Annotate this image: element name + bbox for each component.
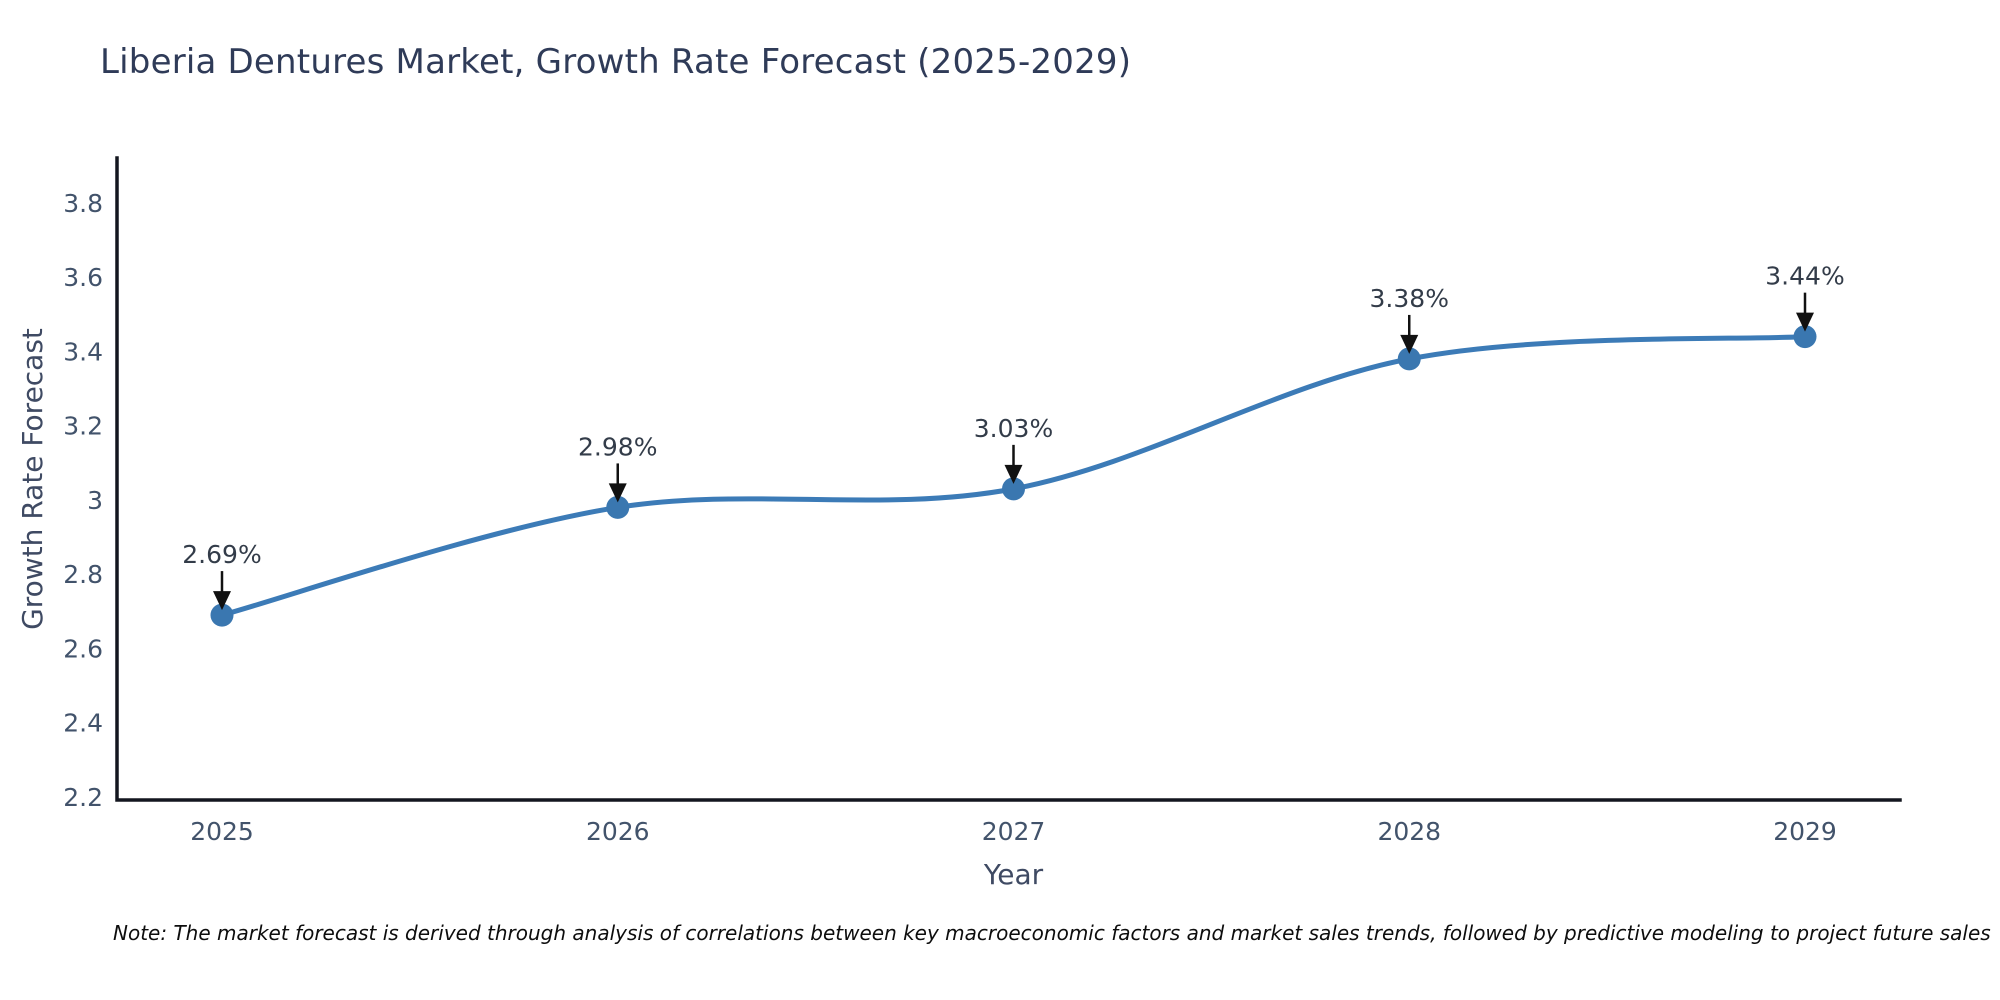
data-point-label: 3.44%	[1765, 262, 1844, 291]
y-tick-label: 3.4	[63, 337, 103, 366]
annotation-arrowhead-icon	[1004, 464, 1023, 484]
x-axis-title: Year	[983, 858, 1044, 891]
y-tick-label: 3.8	[63, 189, 103, 218]
x-tick-label: 2025	[190, 817, 254, 846]
y-tick-label: 3.2	[63, 412, 103, 441]
annotation-arrowhead-icon	[1796, 312, 1814, 332]
footnote: Note: The market forecast is derived thr…	[113, 921, 1991, 945]
data-point-label: 2.69%	[182, 540, 261, 569]
data-point-label: 2.98%	[578, 432, 657, 461]
y-axis-title: Growth Rate Forecast	[16, 328, 49, 630]
data-point-marker[interactable]	[606, 495, 630, 519]
y-tick-label: 2.2	[63, 783, 103, 812]
annotation-arrowhead-icon	[213, 591, 231, 611]
axis-lines	[115, 156, 1902, 802]
y-tick-label: 3	[87, 486, 103, 515]
chart-title: Liberia Dentures Market, Growth Rate For…	[100, 42, 1132, 82]
x-tick-label: 2029	[1773, 817, 1837, 846]
data-point-label: 3.03%	[974, 414, 1053, 443]
data-point-marker[interactable]	[1397, 347, 1421, 371]
data-point-marker[interactable]	[210, 603, 234, 627]
y-tick-label: 2.8	[63, 560, 103, 589]
annotation-arrowhead-icon	[1400, 334, 1419, 354]
y-tick-label: 3.6	[63, 263, 103, 292]
data-point-marker[interactable]	[1793, 325, 1817, 349]
data-point-marker[interactable]	[1002, 477, 1025, 501]
x-tick-label: 2027	[982, 817, 1046, 846]
annotation-arrowhead-icon	[608, 483, 627, 503]
y-tick-label: 2.6	[63, 634, 103, 663]
y-tick-label: 2.4	[63, 709, 103, 738]
x-tick-label: 2026	[586, 817, 650, 846]
data-point-label: 3.38%	[1370, 284, 1449, 313]
x-tick-label: 2028	[1377, 817, 1441, 846]
